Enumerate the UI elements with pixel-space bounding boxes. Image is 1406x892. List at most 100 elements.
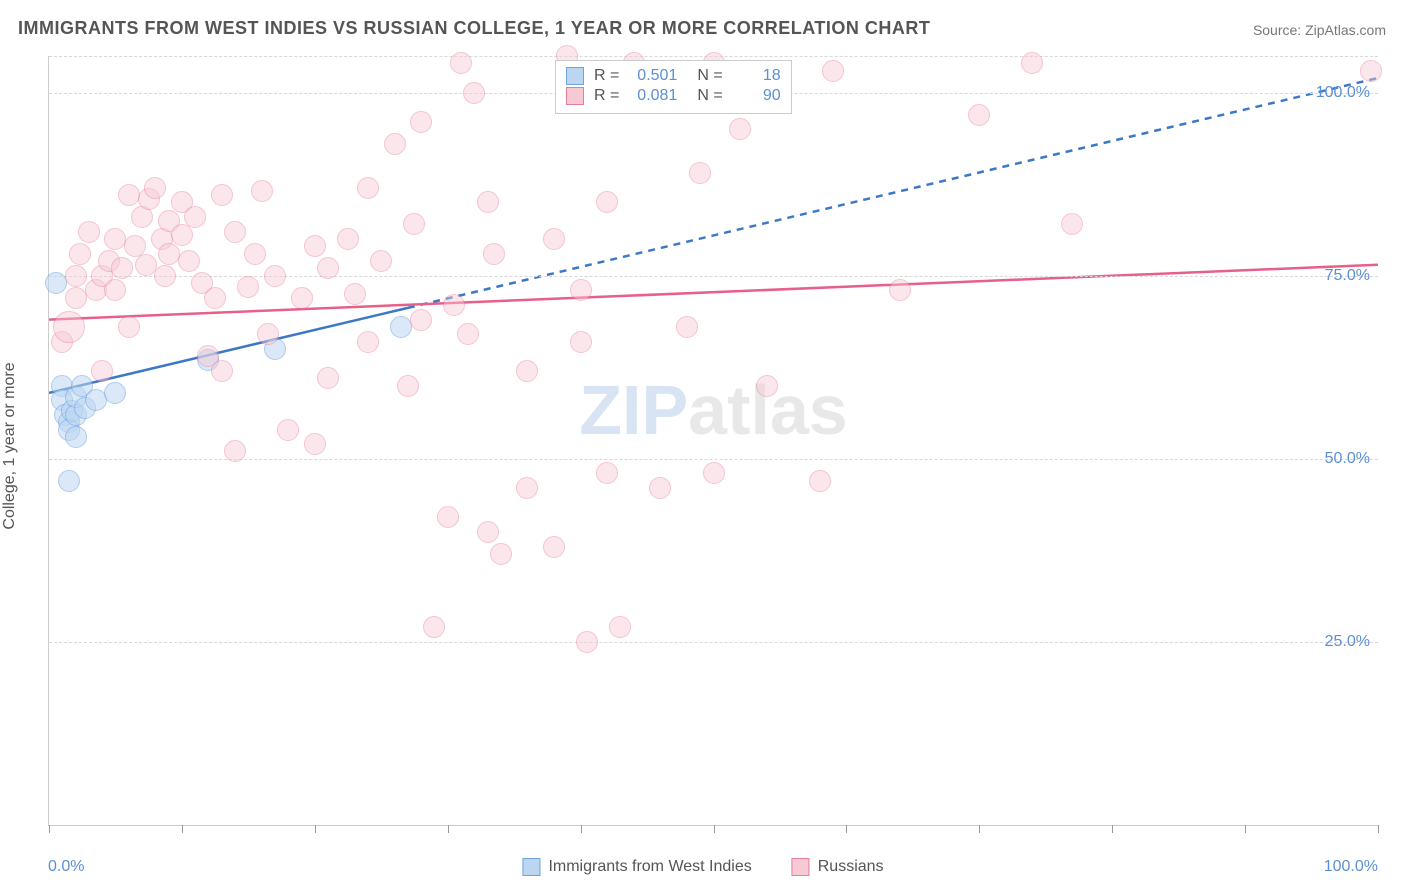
scatter-point: [1021, 52, 1043, 74]
scatter-point: [450, 52, 472, 74]
scatter-point: [822, 60, 844, 82]
scatter-point: [370, 250, 392, 272]
scatter-point: [809, 470, 831, 492]
scatter-point: [576, 631, 598, 653]
legend-label: Immigrants from West Indies: [548, 858, 751, 876]
stat-n-value: 18: [733, 67, 781, 85]
scatter-point: [291, 287, 313, 309]
scatter-point: [703, 462, 725, 484]
scatter-point: [889, 279, 911, 301]
scatter-point: [65, 265, 87, 287]
scatter-point: [178, 250, 200, 272]
x-tick: [448, 825, 449, 833]
x-axis-min-label: 0.0%: [48, 858, 84, 876]
scatter-point: [244, 243, 266, 265]
scatter-point: [337, 228, 359, 250]
scatter-point: [204, 287, 226, 309]
scatter-point: [344, 283, 366, 305]
scatter-point: [171, 224, 193, 246]
scatter-point: [78, 221, 100, 243]
scatter-point: [224, 221, 246, 243]
scatter-point: [277, 419, 299, 441]
scatter-point: [596, 462, 618, 484]
gridline-h: [49, 642, 1378, 643]
bottom-legend: Immigrants from West Indies Russians: [522, 858, 883, 876]
scatter-point: [317, 367, 339, 389]
scatter-point: [729, 118, 751, 140]
scatter-point: [410, 309, 432, 331]
scatter-point: [410, 111, 432, 133]
stat-r-value: 0.081: [629, 87, 677, 105]
scatter-point: [477, 521, 499, 543]
scatter-point: [543, 536, 565, 558]
scatter-point: [118, 184, 140, 206]
bottom-legend-item: Russians: [792, 858, 884, 876]
scatter-point: [570, 331, 592, 353]
x-tick: [581, 825, 582, 833]
scatter-point: [304, 433, 326, 455]
scatter-point: [69, 243, 91, 265]
scatter-point: [390, 316, 412, 338]
scatter-point: [224, 440, 246, 462]
x-tick: [1112, 825, 1113, 833]
scatter-point: [53, 311, 85, 343]
scatter-point: [490, 543, 512, 565]
legend-swatch: [566, 87, 584, 105]
x-tick: [1378, 825, 1379, 833]
watermark-part1: ZIP: [579, 371, 688, 449]
bottom-legend-item: Immigrants from West Indies: [522, 858, 751, 876]
trend-line: [408, 78, 1378, 308]
scatter-point: [609, 616, 631, 638]
scatter-point: [211, 184, 233, 206]
plot-area: ZIPatlas 25.0%50.0%75.0%100.0%: [48, 56, 1378, 826]
scatter-point: [437, 506, 459, 528]
scatter-point: [357, 331, 379, 353]
scatter-point: [118, 316, 140, 338]
legend-label: Russians: [818, 858, 884, 876]
scatter-point: [257, 323, 279, 345]
stats-legend: R =0.501N =18R =0.081N =90: [555, 60, 792, 114]
x-tick: [979, 825, 980, 833]
scatter-point: [58, 470, 80, 492]
stat-r-label: R =: [594, 87, 619, 105]
scatter-point: [477, 191, 499, 213]
scatter-point: [516, 477, 538, 499]
scatter-point: [104, 382, 126, 404]
scatter-point: [65, 287, 87, 309]
scatter-point: [443, 294, 465, 316]
scatter-point: [483, 243, 505, 265]
scatter-point: [463, 82, 485, 104]
scatter-point: [596, 191, 618, 213]
scatter-point: [403, 213, 425, 235]
y-tick-label: 75.0%: [1325, 267, 1370, 285]
scatter-point: [1061, 213, 1083, 235]
x-axis-max-label: 100.0%: [1324, 858, 1378, 876]
scatter-point: [457, 323, 479, 345]
x-tick: [315, 825, 316, 833]
scatter-point: [45, 272, 67, 294]
scatter-point: [91, 360, 113, 382]
x-tick: [182, 825, 183, 833]
scatter-point: [649, 477, 671, 499]
legend-swatch: [566, 67, 584, 85]
stat-r-label: R =: [594, 67, 619, 85]
scatter-point: [144, 177, 166, 199]
scatter-point: [397, 375, 419, 397]
scatter-point: [85, 389, 107, 411]
scatter-point: [756, 375, 778, 397]
stat-r-value: 0.501: [629, 67, 677, 85]
trend-lines-svg: [49, 56, 1378, 825]
watermark: ZIPatlas: [579, 370, 847, 450]
scatter-point: [104, 279, 126, 301]
stat-n-value: 90: [733, 87, 781, 105]
scatter-point: [1360, 60, 1382, 82]
stats-row: R =0.081N =90: [566, 87, 781, 105]
scatter-point: [237, 276, 259, 298]
scatter-point: [543, 228, 565, 250]
scatter-point: [384, 133, 406, 155]
scatter-point: [184, 206, 206, 228]
scatter-point: [111, 257, 133, 279]
stat-n-label: N =: [697, 67, 722, 85]
scatter-point: [570, 279, 592, 301]
scatter-point: [968, 104, 990, 126]
